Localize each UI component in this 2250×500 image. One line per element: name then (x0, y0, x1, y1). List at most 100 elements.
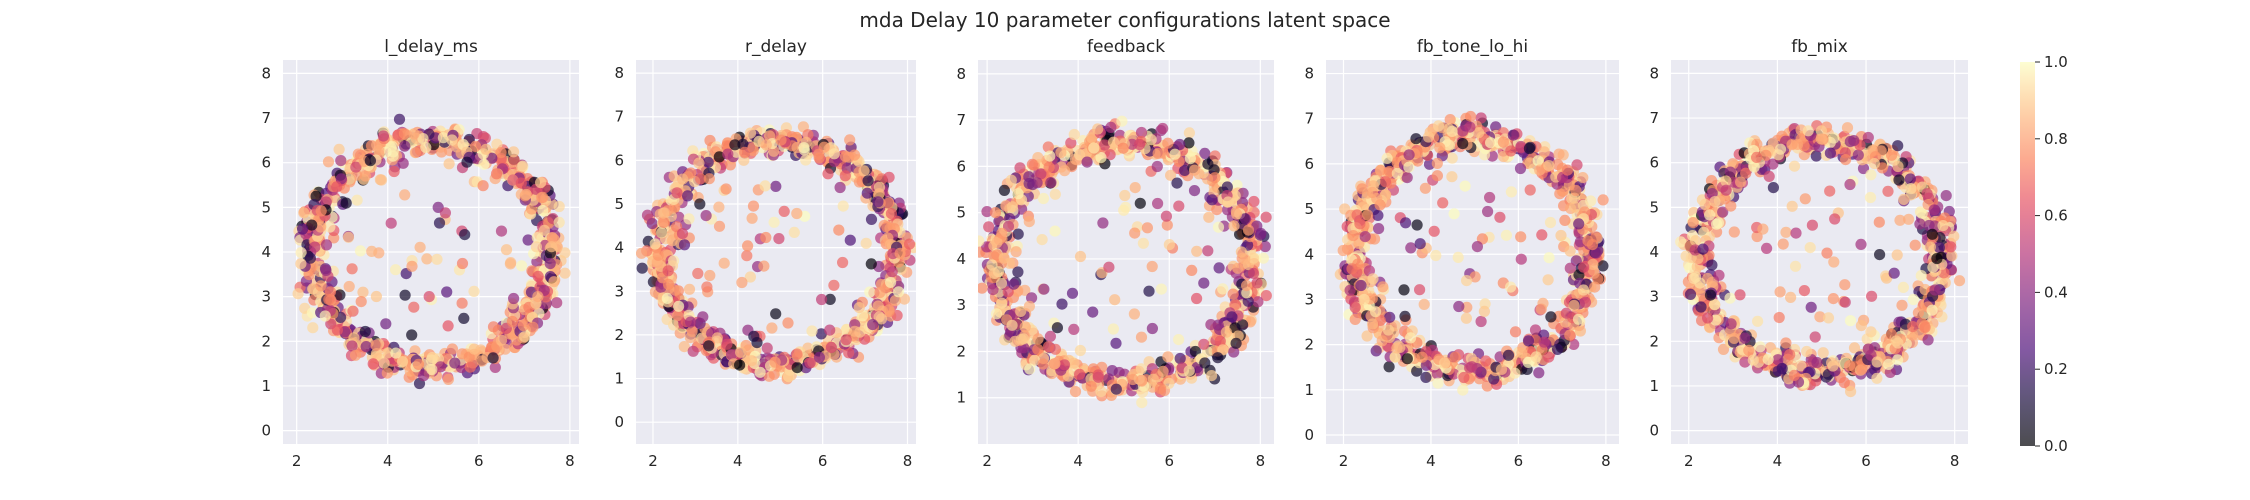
data-point (1414, 238, 1426, 250)
data-point (783, 371, 795, 383)
data-point (491, 138, 503, 150)
data-point (1552, 158, 1564, 171)
data-point (1555, 229, 1567, 242)
data-point (1776, 362, 1788, 375)
data-point (478, 158, 490, 170)
data-point (1577, 172, 1589, 184)
y-tick-label: 6 (1649, 154, 1659, 172)
data-point (858, 165, 870, 177)
data-point (837, 256, 849, 269)
data-point (1929, 284, 1941, 296)
data-point (306, 307, 318, 319)
data-point (531, 232, 543, 244)
data-point (346, 340, 358, 352)
data-point (1085, 380, 1097, 392)
data-point (1147, 373, 1159, 385)
data-point (343, 280, 355, 293)
data-point (1420, 371, 1432, 383)
y-tick-label: 6 (614, 151, 624, 169)
data-point (813, 148, 825, 160)
data-point (1907, 293, 1919, 306)
data-point (1059, 165, 1071, 177)
data-point (806, 325, 818, 337)
data-point (500, 244, 513, 256)
data-point (1532, 155, 1544, 167)
data-point (1948, 230, 1960, 242)
data-point (1827, 293, 1839, 305)
data-point (310, 190, 322, 202)
data-point (1894, 214, 1906, 226)
data-point (1002, 220, 1015, 232)
data-point (1044, 330, 1056, 342)
data-point (1049, 188, 1061, 200)
data-point (507, 174, 519, 186)
data-point (1466, 361, 1478, 373)
data-point (1105, 121, 1117, 133)
data-point (480, 143, 492, 155)
data-point (1155, 283, 1167, 295)
data-point (1898, 193, 1910, 205)
data-point (1431, 368, 1443, 380)
data-point (991, 236, 1003, 249)
data-point (1597, 194, 1609, 206)
data-point (1801, 345, 1813, 358)
data-point (722, 148, 734, 160)
data-point (1145, 134, 1157, 146)
data-point (1382, 324, 1394, 336)
data-point (849, 325, 861, 337)
data-point (366, 245, 378, 257)
data-point (1391, 342, 1403, 354)
data-point (1017, 333, 1030, 345)
data-point (844, 234, 856, 246)
data-point (1119, 189, 1131, 202)
data-point (295, 258, 307, 270)
data-point (1564, 245, 1576, 257)
data-point (515, 177, 527, 189)
data-point (758, 260, 770, 272)
data-point (1822, 312, 1835, 324)
data-point (1507, 129, 1519, 141)
data-point (1183, 127, 1195, 139)
data-point (1165, 169, 1177, 181)
data-point (1087, 306, 1099, 318)
data-point (458, 312, 470, 324)
data-point (1248, 252, 1260, 264)
data-point (546, 232, 558, 244)
x-tick-label: 4 (1773, 452, 1783, 470)
data-point (1428, 225, 1440, 237)
panel-title: r_delay (745, 37, 807, 57)
data-point (1909, 239, 1921, 251)
data-point (1933, 242, 1945, 254)
data-point (741, 250, 753, 262)
data-point (1221, 181, 1233, 193)
data-point (636, 247, 648, 259)
y-tick-label: 1 (1304, 381, 1314, 399)
data-point (507, 146, 520, 158)
data-point (1431, 157, 1443, 169)
y-tick-label: 0 (1649, 422, 1659, 440)
data-point (1811, 356, 1823, 369)
data-point (1551, 343, 1564, 355)
data-point (754, 366, 766, 378)
colorbar-tick-label: 1.0 (2044, 53, 2068, 71)
data-point (1209, 172, 1221, 184)
data-point (1495, 364, 1508, 376)
data-point (471, 128, 483, 140)
data-point (700, 210, 712, 222)
data-point (446, 343, 458, 355)
y-tick-label: 3 (1649, 288, 1659, 306)
data-point (1871, 372, 1883, 384)
data-point (1871, 356, 1883, 368)
y-tick-label: 3 (1304, 290, 1314, 308)
data-point (791, 207, 803, 220)
data-point (739, 146, 751, 158)
data-point (1051, 322, 1063, 334)
colorbar-tick-label: 0.8 (2044, 130, 2068, 148)
data-point (1727, 158, 1739, 170)
data-point (1137, 237, 1149, 249)
y-tick-label: 7 (614, 108, 624, 126)
data-point (1786, 200, 1798, 212)
data-point (1865, 326, 1877, 338)
